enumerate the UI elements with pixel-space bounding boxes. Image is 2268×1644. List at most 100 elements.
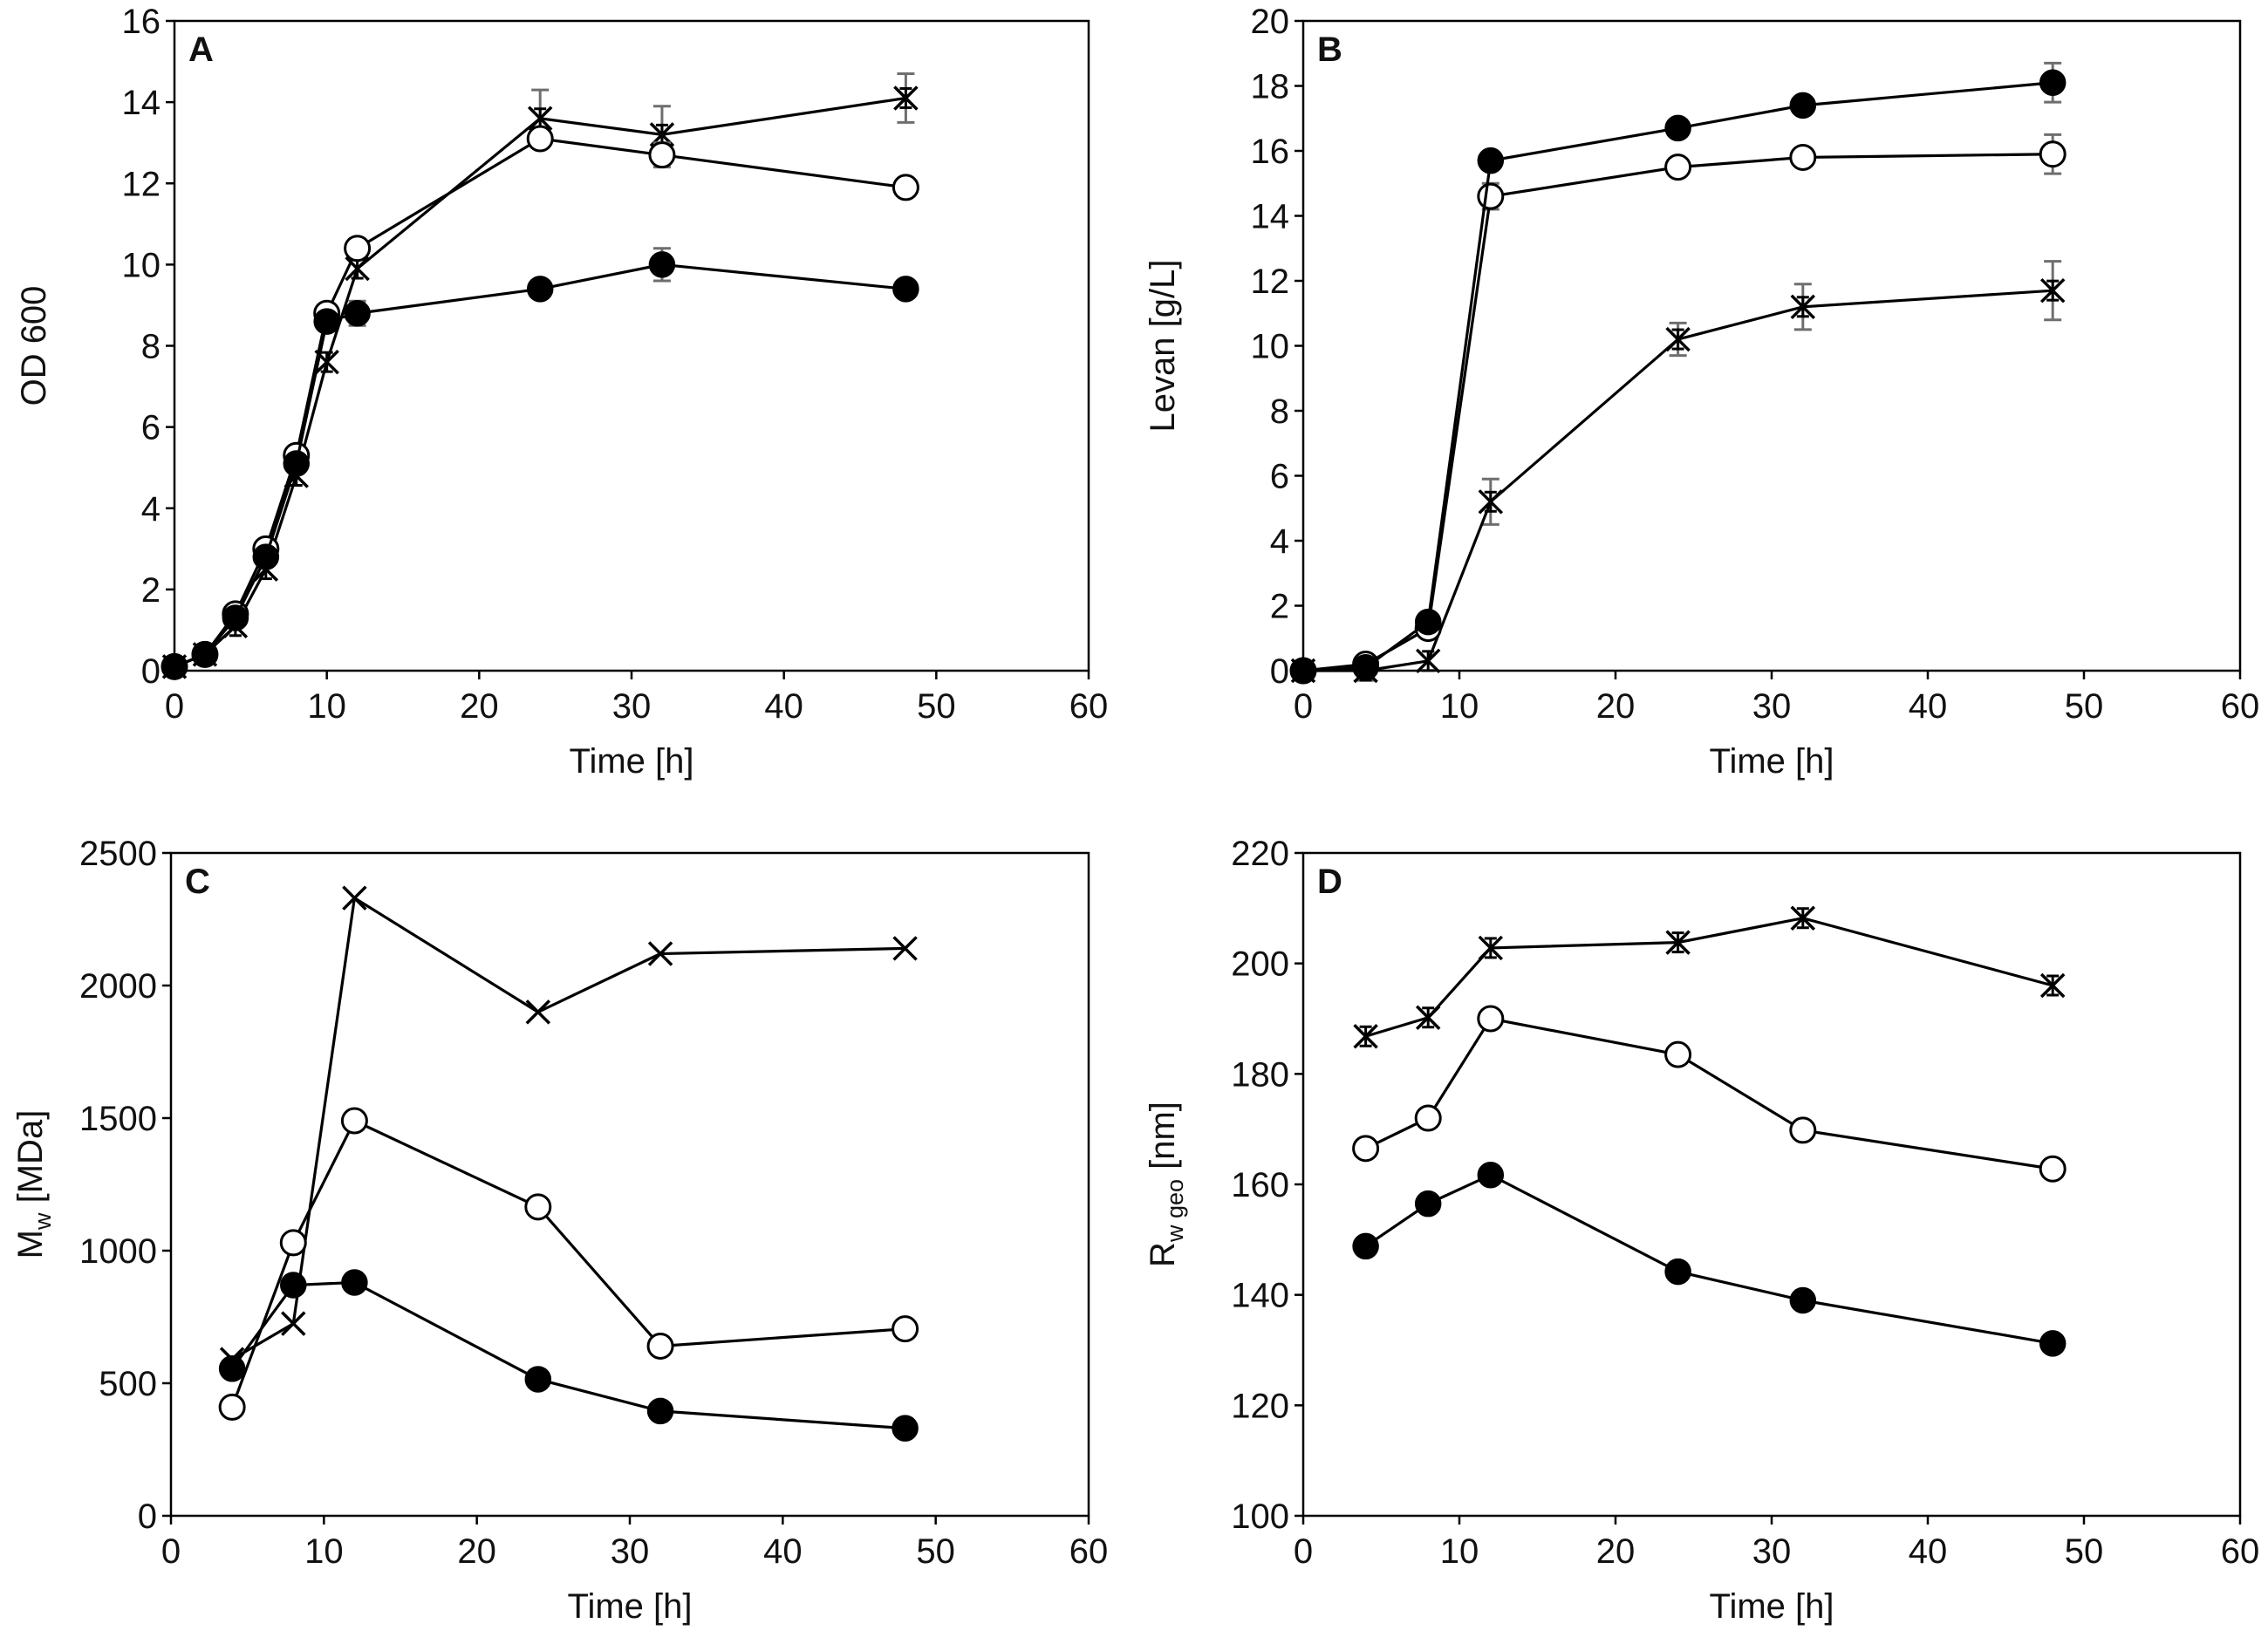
series-open (161, 125, 919, 680)
data-point (648, 251, 676, 278)
series-open (1289, 133, 2066, 685)
data-point (340, 1107, 368, 1135)
series-filled (1352, 1161, 2066, 1357)
data-point (222, 604, 249, 631)
series-open (1352, 1005, 2066, 1183)
x-axis-title: Time [h] (570, 742, 694, 781)
series-line (174, 96, 906, 668)
data-point (161, 653, 188, 680)
y-tick-label: 220 (1231, 835, 1289, 873)
y-tick-label: 4 (1270, 522, 1289, 561)
series-filled (1289, 61, 2066, 685)
data-point (1664, 153, 1692, 181)
data-point (1789, 1116, 1817, 1144)
data-point (1478, 935, 1504, 961)
series-line (1364, 1173, 2053, 1345)
plot-frame (1301, 851, 2242, 1518)
x-tick-label: 60 (1069, 687, 1109, 726)
y-axis-title: Rw geo [nm] (1144, 1102, 1188, 1267)
data-point (891, 174, 919, 201)
y-axis-title: Levan [g/L] (1144, 260, 1182, 433)
y-tick-label: 0 (141, 652, 161, 691)
data-point (2039, 140, 2066, 168)
data-point (314, 349, 339, 375)
data-point (2039, 277, 2066, 304)
x-tick-label: 0 (161, 1532, 181, 1571)
x-tick-label: 30 (612, 687, 652, 726)
x-tick-label: 50 (916, 1532, 955, 1571)
data-point (344, 235, 372, 263)
y-tick-label: 120 (1231, 1387, 1289, 1425)
data-point (646, 1397, 674, 1425)
x-tick-label: 50 (2065, 687, 2104, 726)
data-point (891, 1315, 919, 1343)
x-tick-label: 20 (1596, 687, 1636, 726)
data-point (341, 1269, 368, 1296)
y-tick-label: 20 (1251, 3, 1290, 41)
data-point (191, 641, 219, 668)
y-tick-label: 1500 (79, 1100, 157, 1138)
data-point (1477, 182, 1505, 210)
series-cross (161, 72, 919, 679)
y-axis-title: OD 600 (15, 286, 53, 406)
y-tick-label: 140 (1231, 1277, 1289, 1315)
y-tick-label: 200 (1231, 945, 1289, 984)
data-point (1664, 114, 1691, 142)
x-tick-label: 0 (165, 687, 184, 726)
x-tick-label: 10 (307, 687, 346, 726)
data-point (1415, 1005, 1441, 1030)
data-point (1790, 905, 1816, 931)
y-tick-label: 6 (1270, 458, 1289, 496)
x-tick-label: 10 (304, 1532, 344, 1571)
x-tick-label: 40 (1909, 1532, 1948, 1571)
y-tick-label: 10 (1251, 328, 1290, 366)
data-point (1477, 1005, 1505, 1033)
x-tick-label: 40 (764, 687, 803, 726)
data-point (526, 276, 554, 303)
series-line (231, 896, 905, 1361)
series-line (1364, 1017, 2053, 1170)
y-tick-label: 2 (141, 571, 161, 610)
y-tick-label: 18 (1251, 68, 1290, 106)
y-tick-label: 100 (1231, 1497, 1289, 1536)
data-point (1664, 1040, 1692, 1068)
data-point (1352, 654, 1379, 681)
panel-letter: C (185, 863, 210, 901)
series-line (174, 263, 906, 668)
x-tick-label: 50 (2065, 1532, 2104, 1571)
y-tick-label: 14 (122, 84, 161, 122)
y-tick-label: 2500 (79, 835, 157, 873)
data-point (252, 543, 280, 570)
data-point (1415, 648, 1441, 674)
y-tick-label: 10 (122, 246, 161, 284)
data-point (648, 141, 676, 169)
panel-a: 0 10 20 30 40 50 60 0 2 4 6 8 10 12 14 16 Time [h] OD 600… (15, 3, 1108, 781)
x-tick-label: 40 (763, 1532, 803, 1571)
y-tick-label: 16 (1251, 133, 1290, 171)
panel-letter: D (1317, 863, 1342, 901)
x-axis-title: Time [h] (568, 1587, 693, 1626)
y-tick-label: 6 (141, 409, 161, 447)
x-tick-label: 0 (1294, 1532, 1313, 1571)
panel-c: 0 10 20 30 40 50 60 0 500 1000 1500 2000 2500 Time [h… (11, 835, 1108, 1626)
y-tick-label: 0 (1270, 652, 1289, 691)
series-filled (218, 1269, 919, 1442)
series-open (218, 1107, 919, 1421)
y-tick-label: 14 (1251, 198, 1290, 236)
x-tick-label: 60 (2221, 1532, 2260, 1571)
series-line (1302, 153, 2053, 672)
data-point (1665, 930, 1691, 955)
x-tick-label: 60 (1069, 1532, 1109, 1571)
series-line (230, 1280, 905, 1430)
panel-d: 0 10 20 30 40 50 60 100 120 140 160 180 200 220 Time [… (1144, 835, 2259, 1626)
data-point (218, 1355, 246, 1382)
y-tick-label: 1000 (79, 1232, 157, 1271)
x-tick-label: 40 (1909, 687, 1948, 726)
data-point (1789, 143, 1817, 171)
x-tick-label: 60 (2221, 687, 2260, 726)
data-point (1352, 1135, 1380, 1163)
data-point (283, 450, 310, 477)
data-point (647, 941, 673, 966)
data-point (1790, 294, 1816, 320)
